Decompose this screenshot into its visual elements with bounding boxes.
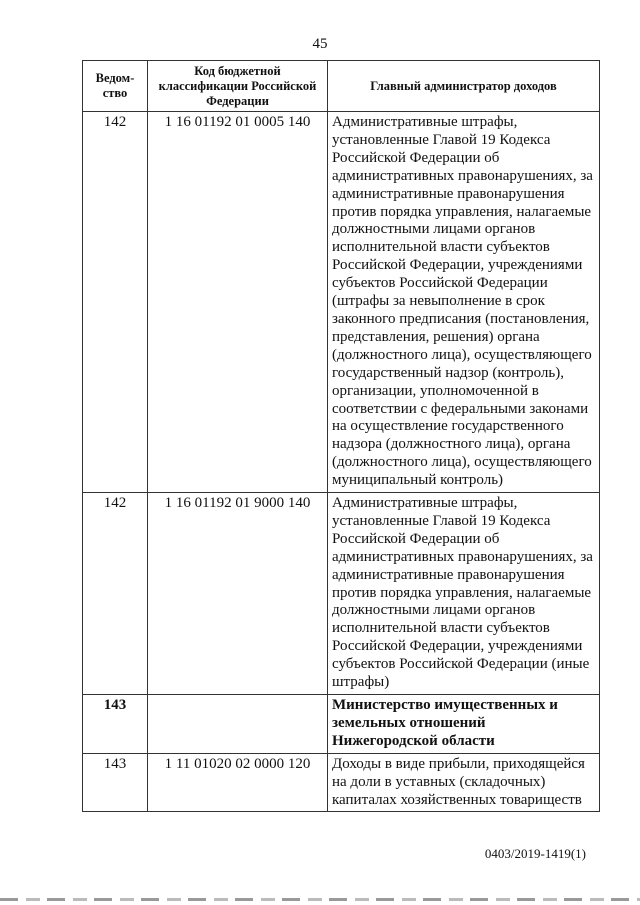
code-cell: 1 16 01192 01 9000 140 [147, 492, 328, 695]
table-row: 142 1 16 01192 01 0005 140 Административны… [82, 110, 600, 494]
admin-cell: Доходы в виде прибыли, приходящейся на д… [327, 752, 600, 813]
page-number: 45 [312, 36, 328, 52]
table-header-row: Ведом-ство Код бюджетной классификации Р… [82, 60, 600, 112]
dept-cell: 142 [82, 110, 148, 494]
table-row: 142 1 16 01192 01 9000 140 Административны… [82, 492, 600, 695]
header-dept: Ведом-ство [82, 60, 148, 112]
scan-artifact-strip [0, 898, 640, 901]
admin-cell: Административные штрафы, установленные Г… [327, 492, 600, 695]
dept-cell: 142 [82, 492, 148, 695]
header-admin: Главный администратор доходов [327, 60, 600, 112]
header-code: Код бюджетной классификации Российской Ф… [147, 60, 328, 112]
table-row: 143 1 11 01020 02 0000 120 Доходы в виде п… [82, 752, 600, 813]
admin-cell: Министерство имущественных и земельных о… [327, 694, 600, 754]
dept-cell: 143 [82, 694, 148, 754]
dept-cell: 143 [82, 752, 148, 813]
admin-cell: Административные штрафы, установленные Г… [327, 110, 600, 494]
code-cell: 1 16 01192 01 0005 140 [147, 110, 328, 494]
table-row: 143 Министерство имущественных и земельны… [82, 694, 600, 754]
document-code: 0403/2019-1419(1) [484, 846, 586, 861]
code-cell [147, 694, 328, 754]
code-cell: 1 11 01020 02 0000 120 [147, 752, 328, 813]
revenue-admin-table: Ведом-ство Код бюджетной классификации Р… [82, 60, 600, 813]
